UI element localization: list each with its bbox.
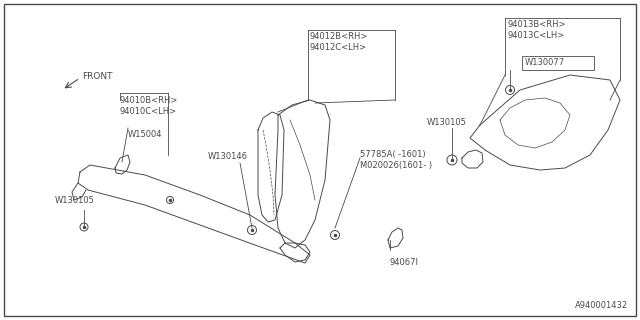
Text: 94010B<RH>: 94010B<RH>: [120, 96, 179, 105]
Text: W130146: W130146: [208, 152, 248, 161]
Text: FRONT: FRONT: [82, 72, 113, 81]
Text: 94012C<LH>: 94012C<LH>: [310, 43, 367, 52]
Text: 94013B<RH>: 94013B<RH>: [507, 20, 566, 29]
Text: 94010C<LH>: 94010C<LH>: [120, 107, 177, 116]
Text: 94013C<LH>: 94013C<LH>: [507, 31, 564, 40]
Text: W130105: W130105: [427, 118, 467, 127]
Bar: [522, 56, 594, 70]
Text: W130105: W130105: [55, 196, 95, 205]
Text: W15004: W15004: [128, 130, 163, 139]
Text: M020026(1601- ): M020026(1601- ): [360, 161, 432, 170]
Text: 94067I: 94067I: [390, 258, 419, 267]
Text: A940001432: A940001432: [575, 301, 628, 310]
Text: 94012B<RH>: 94012B<RH>: [310, 32, 369, 41]
Text: W130077: W130077: [525, 58, 565, 67]
Text: 57785A( -1601): 57785A( -1601): [360, 150, 426, 159]
